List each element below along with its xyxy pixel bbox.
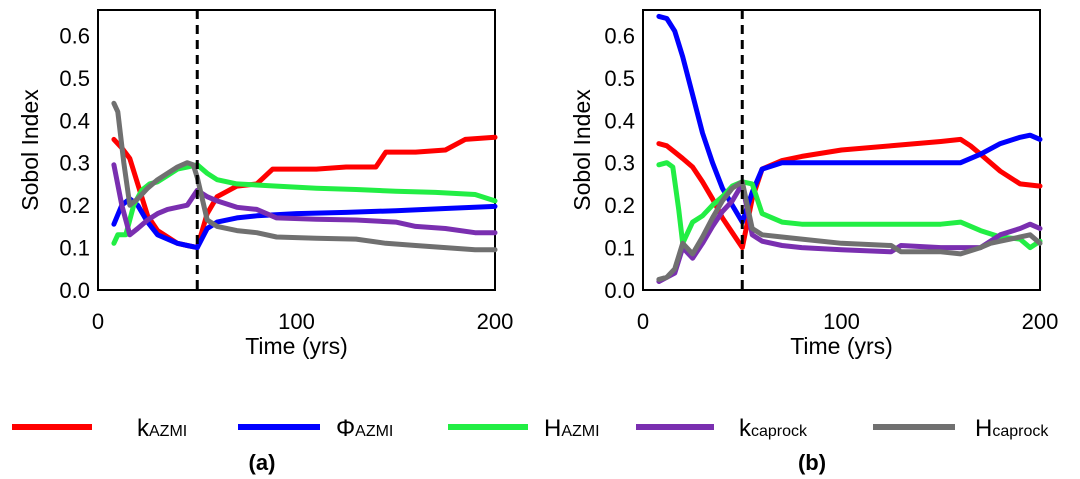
y-tick-label: 0.1 [59, 236, 90, 261]
legend-label: kcaprock [739, 415, 808, 442]
x-axis-label: Time (yrs) [245, 333, 348, 359]
legend-label-main: H [544, 415, 561, 442]
x-tick-label: 200 [1022, 309, 1059, 334]
y-tick-label: 0.3 [604, 151, 635, 176]
y-axis-label: Sobol Index [569, 89, 595, 211]
y-tick-label: 0.1 [604, 236, 635, 261]
series-line-1 [111, 134, 498, 251]
legend-label-main: k [137, 415, 150, 442]
legend-label-subscript: AZMI [355, 423, 393, 440]
legend: kAZMI ΦAZMI HAZMI kcaprock Hcaprock [12, 415, 1049, 442]
panel-label: (b) [798, 450, 826, 475]
x-axis-label: Time (yrs) [790, 333, 893, 359]
y-tick-label: 0.3 [59, 151, 90, 176]
y-tick-label: 0.2 [604, 193, 635, 218]
series-line-4 [111, 162, 498, 238]
plot-frame [642, 9, 1041, 291]
chart-panel-2: 0.0 0.1 0.2 0.3 0.4 0.5 0.6 0 100 200 Time (yrs) So… [569, 9, 1059, 475]
legend-label-subscript: AZMI [561, 423, 599, 440]
legend-label: ΦAZMI [336, 415, 393, 442]
legend-label: kAZMI [137, 415, 187, 442]
y-tick-label: 0.4 [604, 108, 635, 133]
y-tick-label: 0.0 [604, 278, 635, 303]
y-tick-label: 0.4 [59, 108, 90, 133]
x-tick-label: 100 [278, 309, 315, 334]
y-tick-label: 0.5 [59, 66, 90, 91]
x-tick-label: 100 [823, 309, 860, 334]
legend-label-subscript: AZMI [149, 423, 187, 440]
y-tick-label: 0.6 [604, 23, 635, 48]
series-line-2 [656, 13, 1043, 225]
panel-label: (a) [249, 450, 276, 475]
y-axis-label: Sobol Index [17, 89, 43, 211]
series-line-3 [656, 160, 1043, 251]
y-tick-label: 0.5 [604, 66, 635, 91]
series-line-2 [111, 196, 498, 251]
legend-label-main: k [739, 415, 752, 442]
legend-label-main: Φ [336, 415, 355, 442]
x-tick-label: 200 [477, 309, 514, 334]
x-tick-label: 0 [637, 309, 649, 334]
series-line-5 [111, 100, 498, 253]
series-line-5 [656, 179, 1043, 282]
legend-label-subscript: caprock [751, 423, 808, 440]
y-tick-label: 0.2 [59, 193, 90, 218]
y-tick-label: 0.6 [59, 23, 90, 48]
legend-label: HAZMI [544, 415, 600, 442]
plot-frame [97, 9, 496, 291]
legend-label-main: H [975, 415, 992, 442]
chart-panel-1: 0.0 0.1 0.2 0.3 0.4 0.5 0.6 0 100 200 Time (yrs) So… [17, 9, 514, 475]
legend-label-subscript: caprock [992, 423, 1049, 440]
x-tick-label: 0 [92, 309, 104, 334]
series-line-3 [111, 162, 498, 246]
legend-label: Hcaprock [975, 415, 1049, 442]
y-tick-label: 0.0 [59, 278, 90, 303]
